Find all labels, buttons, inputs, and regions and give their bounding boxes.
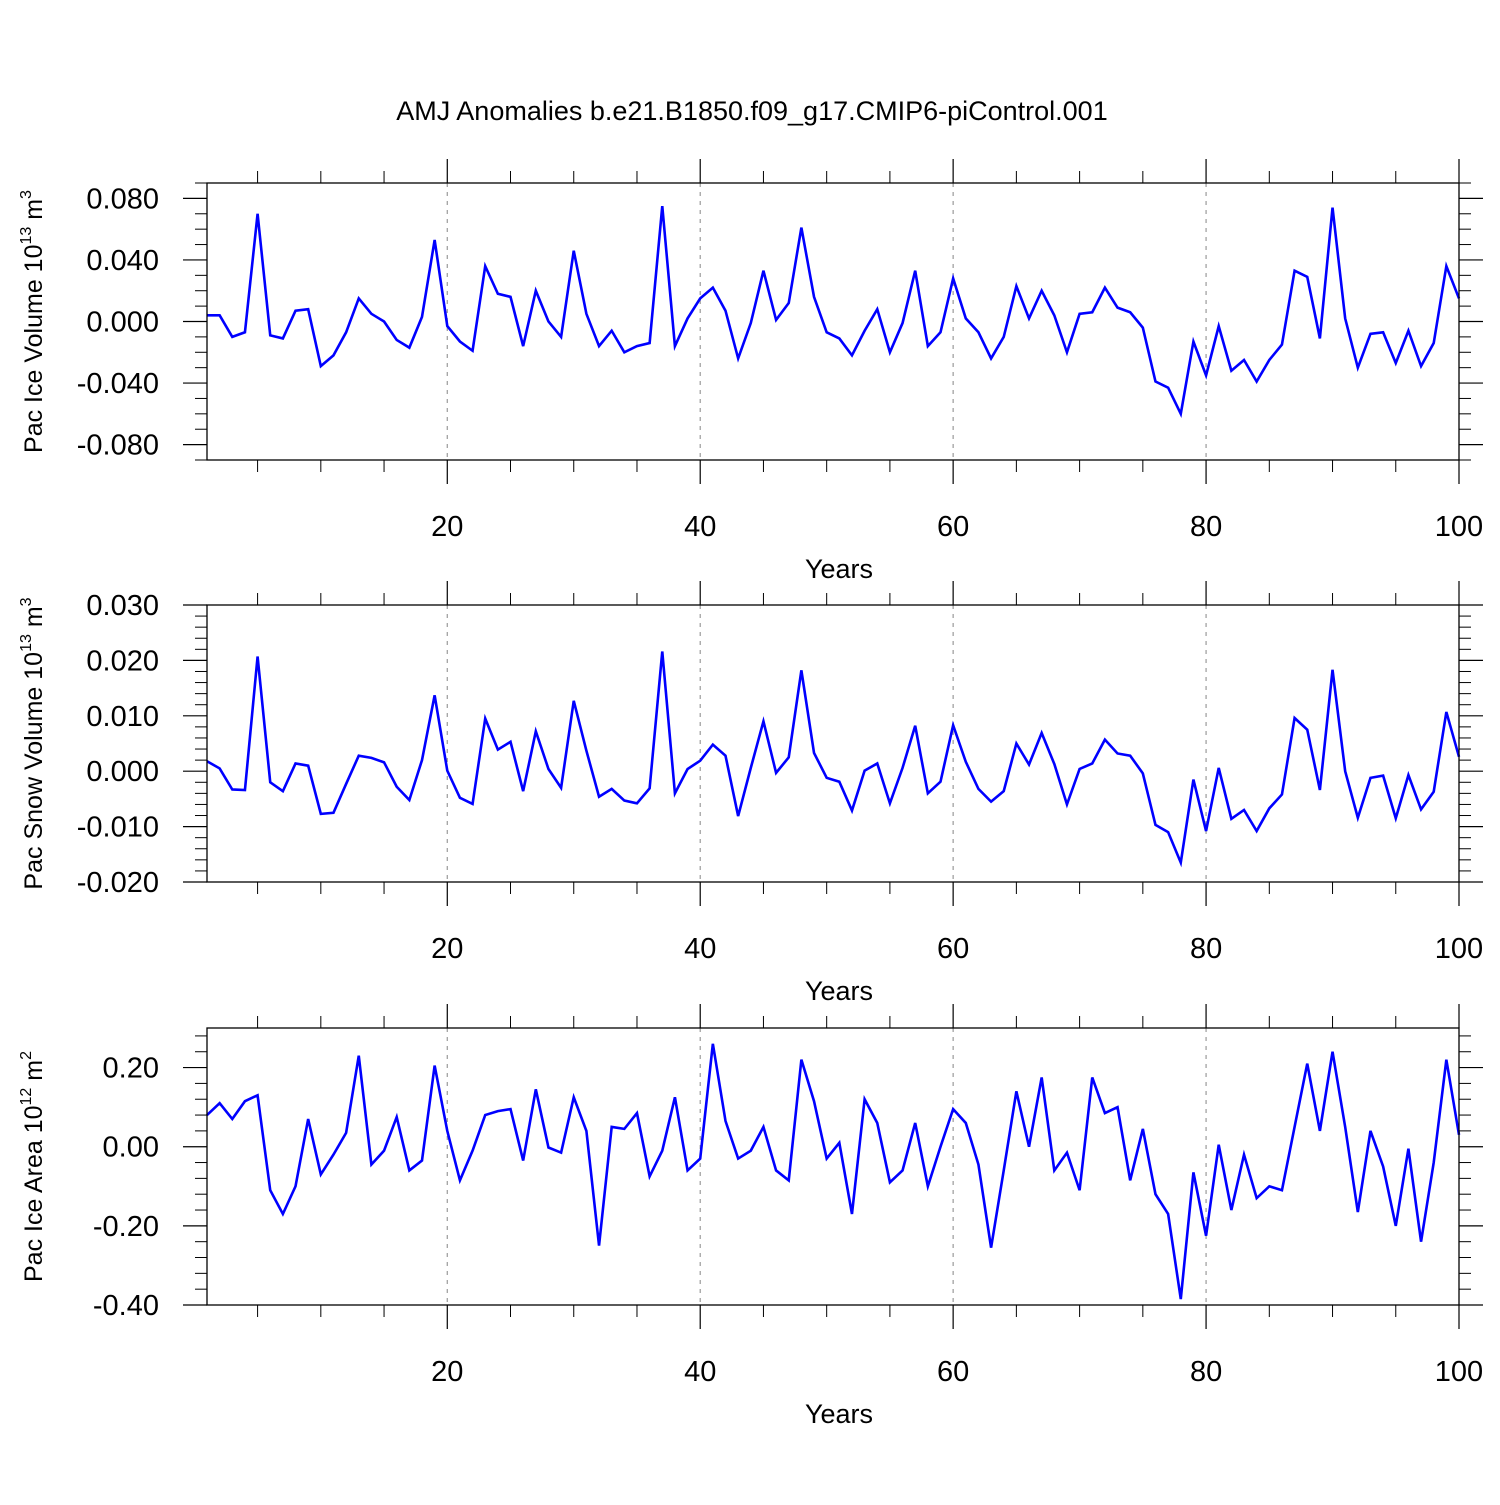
x-tick-label: 40 xyxy=(684,1356,716,1388)
y-axis-label-superscript: 13 xyxy=(18,227,35,245)
x-axis-label: Years xyxy=(805,976,873,1006)
y-axis-label: Pac Ice Area 1012 m2 xyxy=(18,1051,48,1282)
y-tick-label: -0.080 xyxy=(77,430,159,462)
y-axis-label-part: Pac Ice Volume 10 xyxy=(20,245,48,453)
chart-panel-1: -0.080 -0.040 0.000 0.040 0.080 20 40 60 80 100 Ye… xyxy=(18,159,1483,584)
y-axis-label-superscript: 3 xyxy=(18,597,35,606)
y-axis-label-part: m xyxy=(20,1060,48,1088)
y-axis-label-part: m xyxy=(20,606,48,634)
y-tick-label: -0.20 xyxy=(93,1211,159,1243)
y-tick-label: -0.40 xyxy=(93,1290,159,1322)
plot-frame xyxy=(207,1028,1459,1305)
y-axis-label-part: Pac Ice Area 10 xyxy=(20,1105,48,1282)
x-tick-label: 40 xyxy=(684,511,716,543)
y-tick-label: -0.020 xyxy=(77,867,159,899)
y-axis-label: Pac Snow Volume 1013 m3 xyxy=(18,597,48,889)
plot-frame xyxy=(207,183,1459,460)
x-tick-label: 60 xyxy=(937,1356,969,1388)
y-tick-label: 0.20 xyxy=(103,1053,159,1085)
y-tick-label: 0.080 xyxy=(86,183,159,215)
y-tick-label: -0.010 xyxy=(77,812,159,844)
x-tick-label: 80 xyxy=(1190,511,1222,543)
y-axis-label-superscript: 2 xyxy=(18,1051,35,1060)
y-tick-label: 0.040 xyxy=(86,245,159,277)
x-tick-label: 80 xyxy=(1190,1356,1222,1388)
x-tick-label: 60 xyxy=(937,933,969,965)
y-tick-label: 0.00 xyxy=(103,1132,159,1164)
chart-panel-2: -0.020 -0.010 0.000 0.010 0.020 0.030 20 40 60 80… xyxy=(18,581,1483,1006)
y-axis-label-superscript: 3 xyxy=(18,190,35,199)
series-line xyxy=(207,652,1459,863)
x-tick-label: 60 xyxy=(937,511,969,543)
x-tick-label: 20 xyxy=(431,933,463,965)
x-tick-label: 20 xyxy=(431,511,463,543)
y-axis-label: Pac Ice Volume 1013 m3 xyxy=(18,190,48,453)
x-tick-label: 100 xyxy=(1435,511,1483,543)
x-tick-label: 20 xyxy=(431,1356,463,1388)
chart-panel-3: -0.40 -0.20 0.00 0.20 20 40 60 80 100 Years Pac Ic… xyxy=(18,1004,1483,1429)
y-axis-label-superscript: 12 xyxy=(18,1088,35,1106)
x-tick-label: 80 xyxy=(1190,933,1222,965)
series-line xyxy=(207,1044,1459,1299)
y-axis-label-part: Pac Snow Volume 10 xyxy=(20,652,48,890)
y-tick-label: 0.000 xyxy=(86,756,159,788)
y-tick-label: -0.040 xyxy=(77,368,159,400)
y-axis-label-superscript: 13 xyxy=(18,634,35,652)
series-line xyxy=(207,206,1459,414)
x-tick-label: 100 xyxy=(1435,933,1483,965)
y-tick-label: 0.010 xyxy=(86,701,159,733)
x-axis-label: Years xyxy=(805,554,873,584)
x-tick-label: 40 xyxy=(684,933,716,965)
x-tick-label: 100 xyxy=(1435,1356,1483,1388)
y-tick-label: 0.020 xyxy=(86,645,159,677)
x-axis-label: Years xyxy=(805,1399,873,1429)
y-tick-label: 0.000 xyxy=(86,307,159,339)
plot-frame xyxy=(207,605,1459,882)
y-tick-label: 0.030 xyxy=(86,590,159,622)
y-axis-label-part: m xyxy=(20,199,48,227)
figure-title: AMJ Anomalies b.e21.B1850.f09_g17.CMIP6-… xyxy=(396,96,1107,126)
